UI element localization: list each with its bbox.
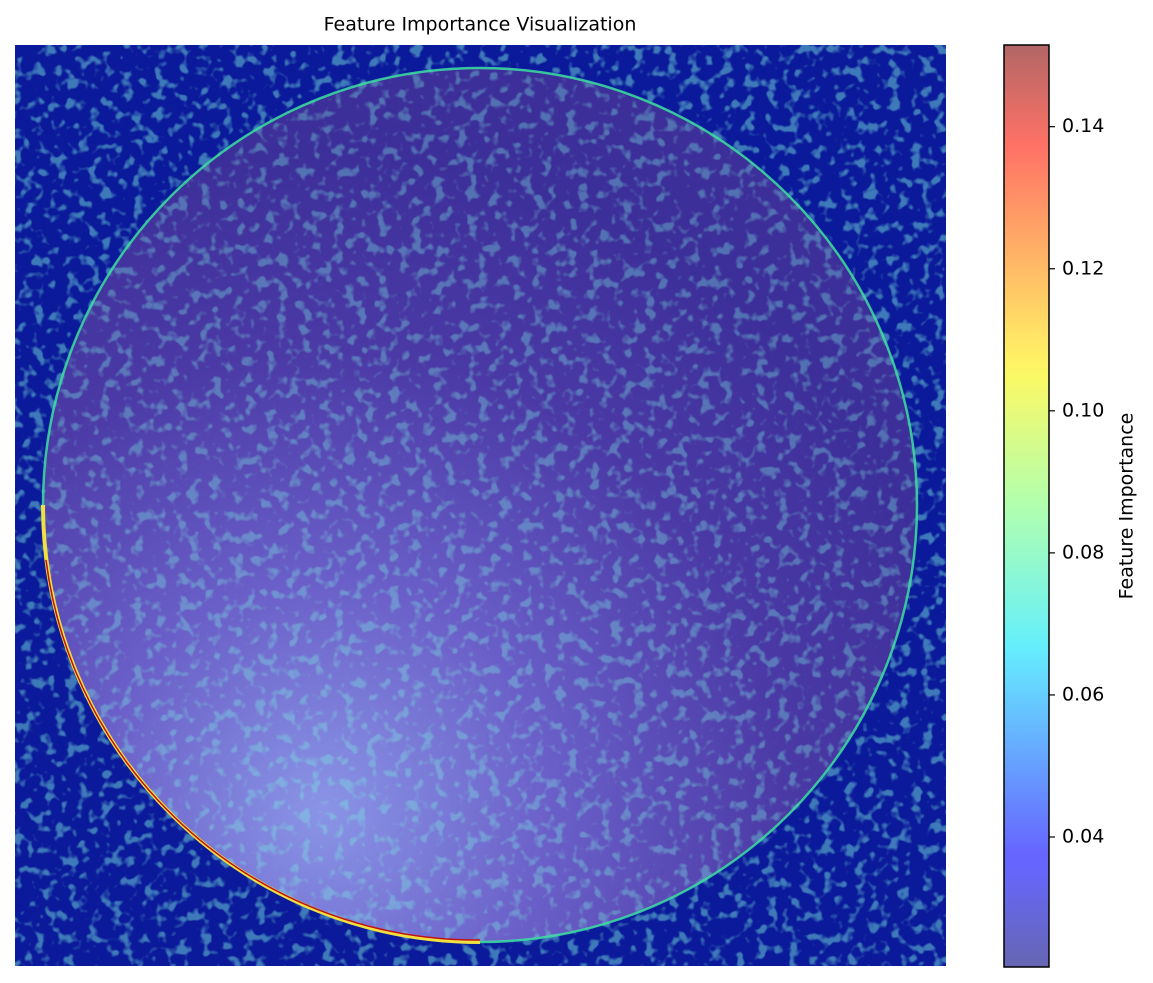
colorbar-frame <box>1003 44 1050 968</box>
colorbar-tick-label: 0.06 <box>1062 683 1104 705</box>
colorbar-tick-label: 0.08 <box>1062 541 1104 563</box>
colorbar-tick-label: 0.12 <box>1062 257 1104 279</box>
colorbar <box>1004 45 1049 967</box>
heatmap-image <box>15 45 946 966</box>
chart-title: Feature Importance Visualization <box>324 14 637 36</box>
colorbar-tick-label: 0.10 <box>1062 399 1104 421</box>
colorbar-label: Feature Importance <box>1116 413 1138 600</box>
colorbar-tick-label: 0.14 <box>1062 115 1104 137</box>
colorbar-tick-label: 0.04 <box>1062 826 1104 848</box>
